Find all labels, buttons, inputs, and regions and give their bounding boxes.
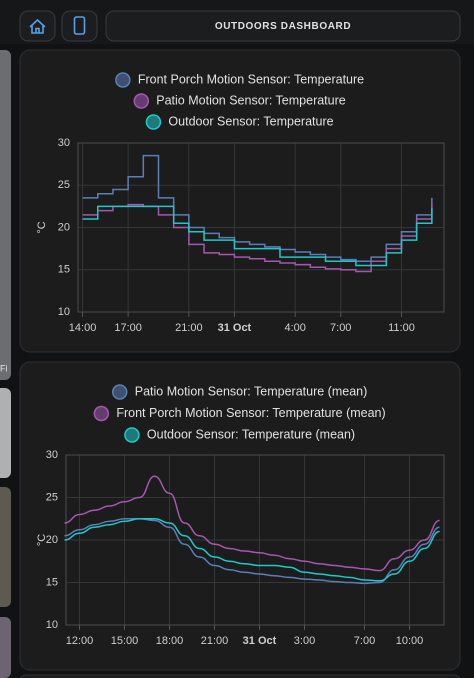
phone-icon bbox=[73, 16, 86, 35]
x-tick-label: 4:00 bbox=[284, 322, 305, 334]
x-tick-label: 31 Oct bbox=[243, 635, 277, 647]
side-text: Fi bbox=[0, 363, 8, 373]
y-axis-label: °C bbox=[36, 534, 48, 546]
x-tick-label: 21:00 bbox=[175, 322, 203, 334]
plot-frame bbox=[77, 142, 445, 313]
y-tick-label: 20 bbox=[58, 221, 70, 233]
y-tick-label: 25 bbox=[58, 179, 70, 191]
series-line bbox=[64, 475, 440, 572]
legend-marker[interactable] bbox=[145, 114, 162, 130]
x-tick-label: 12:00 bbox=[66, 635, 94, 647]
side-card bbox=[0, 50, 11, 380]
legend-label[interactable]: Outdoor Sensor: Temperature (mean) bbox=[147, 427, 355, 441]
y-axis-label: °C bbox=[36, 221, 48, 233]
x-tick-label: 11:00 bbox=[388, 322, 415, 334]
x-tick-label: 18:00 bbox=[156, 635, 184, 647]
y-tick-label: 20 bbox=[46, 534, 58, 546]
y-tick-label: 25 bbox=[46, 491, 58, 503]
x-tick-label: 17:00 bbox=[114, 322, 142, 334]
x-tick-label: 10:00 bbox=[396, 635, 424, 647]
legend-marker[interactable] bbox=[115, 72, 131, 88]
legend-label[interactable]: Patio Motion Sensor: Temperature (mean) bbox=[135, 384, 368, 398]
x-tick-label: 14:00 bbox=[69, 322, 97, 334]
chart-card bbox=[19, 49, 461, 353]
dashboard-title: OUTDOORS DASHBOARD bbox=[215, 21, 351, 32]
y-tick-label: 15 bbox=[46, 576, 58, 588]
legend-label[interactable]: Front Porch Motion Sensor: Temperature bbox=[138, 72, 364, 86]
x-tick-label: 15:00 bbox=[111, 635, 139, 647]
side-card bbox=[0, 487, 11, 607]
x-tick-label: 7:00 bbox=[354, 635, 375, 647]
series-line bbox=[82, 205, 433, 267]
y-tick-label: 30 bbox=[46, 449, 58, 461]
series-line bbox=[64, 517, 440, 585]
series-line bbox=[82, 154, 433, 263]
home-button[interactable] bbox=[19, 10, 56, 42]
legend-label[interactable]: Outdoor Sensor: Temperature bbox=[168, 114, 333, 128]
phone-button[interactable] bbox=[61, 10, 98, 42]
series-line bbox=[64, 517, 440, 582]
y-tick-label: 10 bbox=[46, 619, 58, 631]
legend-label[interactable]: Patio Motion Sensor: Temperature bbox=[156, 93, 346, 107]
legend-marker[interactable] bbox=[93, 405, 110, 422]
y-tick-label: 15 bbox=[58, 264, 70, 276]
side-card bbox=[0, 388, 11, 478]
y-tick-label: 30 bbox=[58, 137, 70, 149]
x-tick-label: 21:00 bbox=[201, 635, 229, 647]
legend-marker[interactable] bbox=[124, 427, 140, 443]
title-bar bbox=[105, 10, 461, 42]
x-tick-label: 3:00 bbox=[294, 635, 315, 647]
y-tick-label: 10 bbox=[58, 306, 70, 318]
next-card bbox=[19, 674, 461, 678]
x-tick-label: 7:00 bbox=[330, 322, 351, 334]
legend-label[interactable]: Front Porch Motion Sensor: Temperature (… bbox=[116, 406, 385, 420]
home-icon bbox=[29, 18, 46, 34]
x-tick-label: 31 Oct bbox=[218, 322, 252, 334]
side-card bbox=[0, 617, 11, 678]
legend-marker[interactable] bbox=[111, 384, 128, 400]
legend-marker[interactable] bbox=[133, 93, 150, 109]
